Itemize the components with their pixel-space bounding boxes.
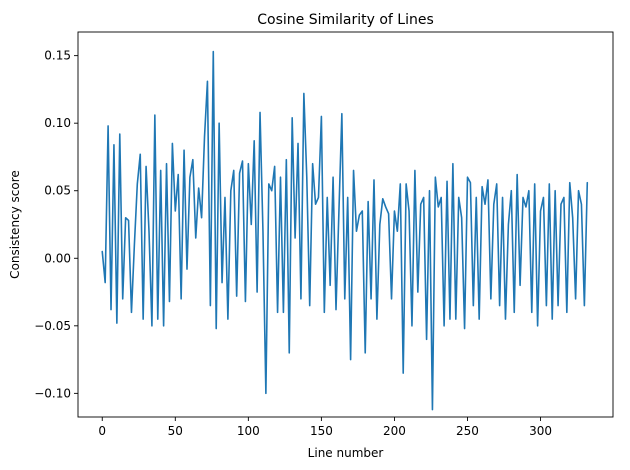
y-tick-label: 0.05 [44,184,71,198]
y-tick-label: 0.10 [44,116,71,130]
x-tick-label: 250 [456,424,479,438]
chart-title: Cosine Similarity of Lines [257,12,434,28]
y-axis-label: Consistency score [8,170,22,279]
y-tick-label: 0.15 [44,49,71,63]
x-axis-label: Line number [308,446,384,460]
plot-frame [77,31,614,418]
y-tick-label: −0.10 [34,386,71,400]
x-tick-label: 150 [310,424,333,438]
plot-area [77,31,614,418]
y-tick-label: −0.05 [34,319,71,333]
x-axis: 0 50 100 150 200 250 300 [98,417,552,438]
y-axis: −0.10 −0.05 0.00 0.05 0.10 0.15 [34,49,78,400]
x-tick-label: 50 [168,424,183,438]
series-line-0 [101,50,589,411]
x-tick-label: 100 [237,424,260,438]
x-tick-label: 0 [98,424,106,438]
x-tick-label: 200 [383,424,406,438]
x-tick-label: 300 [529,424,552,438]
y-tick-label: 0.00 [44,251,71,265]
